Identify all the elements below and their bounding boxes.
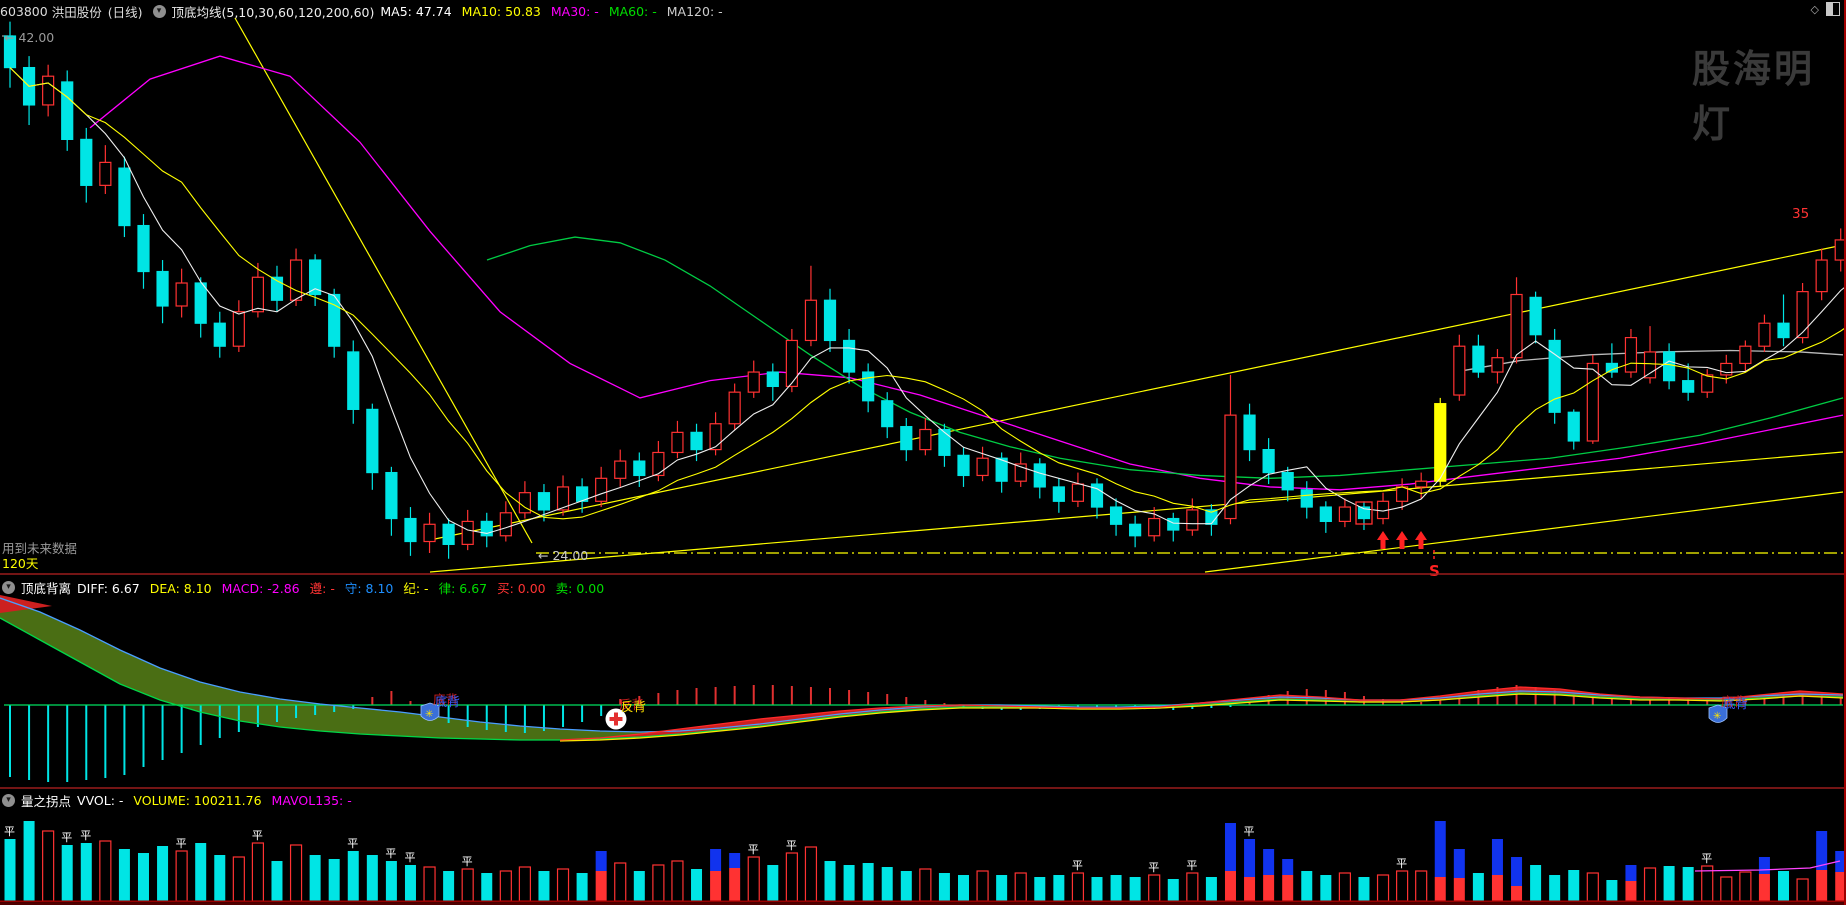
indicator-value: MA5: 47.74 (380, 3, 452, 19)
main-chart-header: 603800 洪田股份 (日线) ▾ 顶底均线(5,10,30,60,120,20… (0, 1, 1846, 21)
indicator-value: MAVOL135: - (271, 792, 352, 808)
macd-red-sliver (0, 595, 52, 613)
indicator-value: MA10: 50.83 (461, 3, 541, 19)
volume-panel-header: ▾ 量之拐点 VVOL: - VOLUME: 100211.76 MAVOL135:… (0, 790, 1846, 810)
flat-volume-marker: 平 (1148, 861, 1159, 874)
indicator-value: MA60: - (608, 3, 657, 19)
window-right-border (1844, 0, 1846, 905)
flat-volume-marker: 平 (347, 837, 358, 850)
flat-volume-marker: 平 (385, 847, 396, 860)
flat-volume-marker: 平 (462, 855, 473, 868)
future-data-notice: 用到未来数据 (2, 541, 78, 556)
macd-green-line (0, 617, 1844, 741)
buy-arrow-icon (1377, 531, 1389, 549)
flat-volume-marker: 平 (786, 839, 797, 852)
svg-text:✳: ✳ (425, 709, 433, 720)
volume-bars: 平平平平平平平平平平 平平平平平平平 (4, 821, 1846, 902)
macd-yellow-line (559, 693, 1844, 742)
volume-values: VVOL: - VOLUME: 100211.76 MAVOL135: - (77, 793, 362, 808)
indicator-value: VVOL: - (77, 792, 124, 808)
indicator-value: 遵: - (309, 580, 335, 596)
signal-35-label: 35 (1792, 206, 1809, 222)
flat-volume-marker: 平 (748, 843, 759, 856)
macd-dropdown-icon[interactable]: ▾ (2, 580, 15, 594)
flat-volume-marker: 平 (4, 825, 15, 838)
flat-volume-marker: 平 (404, 851, 415, 864)
flat-volume-marker: 平 (252, 829, 263, 842)
svg-text:底背: 底背 (433, 692, 458, 707)
trendline (429, 451, 1844, 573)
macd-panel-header: ▾ 顶底背离 DIFF: 6.67 DEA: 8.10 MACD: -2.86 遵: … (0, 577, 1846, 597)
mavol-line (1694, 860, 1841, 872)
indicator-value: DEA: 8.10 (149, 580, 212, 596)
indicator-value: MACD: -2.86 (221, 580, 300, 596)
macd-blue-line (0, 597, 1844, 733)
watermark: 股海明灯 (1692, 47, 1816, 146)
indicator-value: 买: 0.00 (497, 580, 546, 596)
diamond-icon[interactable]: ◇ (1810, 2, 1819, 16)
buy-arrow-icon (1415, 531, 1427, 549)
trendline (429, 244, 1844, 541)
ma60-line (486, 236, 1844, 479)
indicator-dropdown-icon[interactable]: ▾ (152, 4, 166, 18)
ma30-line (89, 55, 1844, 491)
highlight-box (1355, 501, 1373, 525)
shield-icon (1708, 704, 1728, 723)
svg-text:反背: 反背 (619, 697, 644, 712)
indicator-formula[interactable]: 顶底均线(5,10,30,60,120,200,60) (171, 4, 375, 20)
indicator-value: 守: 8.10 (344, 580, 394, 596)
ma120-line (1454, 349, 1844, 373)
indicator-value: MA30: - (550, 3, 599, 19)
shield-icon (420, 702, 440, 721)
volume-panel-title[interactable]: 量之拐点 (21, 793, 72, 809)
indicator-value: 律: 6.67 (438, 580, 488, 596)
indicator-value: DIFF: 6.67 (77, 580, 140, 596)
trendline (1204, 491, 1844, 573)
flat-volume-marker: 平 (61, 831, 72, 844)
ma-values: MA5: 47.74 MA10: 50.83 MA30: - MA60: - MA120… (380, 4, 732, 19)
macd-panel-title[interactable]: 顶底背离 (21, 580, 72, 596)
macd-red-line (559, 686, 1844, 741)
ma10-line (9, 67, 1846, 520)
indicator-value: 卖: 0.00 (555, 580, 605, 596)
ma5-line (9, 67, 1846, 535)
panel-toggle-icon[interactable] (1826, 2, 1840, 16)
macd-values: DIFF: 6.67 DEA: 8.10 MACD: -2.86 遵: - 守: 8.1… (77, 578, 614, 597)
trendline (234, 17, 533, 544)
flat-volume-marker: 平 (1186, 859, 1197, 872)
candlestick-layer (3, 21, 1846, 559)
s-signal-marker: S (1429, 562, 1440, 580)
svg-text:底背: 底背 (1721, 694, 1746, 709)
flat-volume-marker: 平 (176, 837, 187, 850)
indicator-value: MA120: - (666, 3, 723, 19)
buy-arrow-icon (1396, 531, 1408, 549)
flat-volume-marker: 平 (1701, 852, 1712, 865)
divergence-label: 底背 (435, 694, 460, 709)
divergence-label: 反背 (621, 699, 646, 714)
volume-dropdown-icon[interactable]: ▾ (2, 793, 15, 807)
flat-volume-marker: 平 (1396, 857, 1407, 870)
flat-volume-marker: 平 (1244, 825, 1255, 838)
divergence-label: 底背 (1723, 696, 1748, 711)
upper-price-label: ← 42.00 (4, 30, 54, 45)
macd-red-fill (560, 687, 1843, 741)
flat-volume-marker: 平 (80, 829, 91, 842)
indicator-value: VOLUME: 100211.76 (133, 792, 262, 808)
lower-price-label: ← 24.00 (538, 548, 588, 563)
stock-name[interactable]: 洪田股份 (日线) (51, 4, 143, 20)
flat-volume-marker: 平 (1072, 859, 1083, 872)
indicator-value: 纪: - (403, 580, 429, 596)
future-data-days: 120天 (2, 556, 39, 571)
stock-code[interactable]: 603800 (0, 3, 48, 19)
svg-text:✳: ✳ (1713, 711, 1721, 722)
